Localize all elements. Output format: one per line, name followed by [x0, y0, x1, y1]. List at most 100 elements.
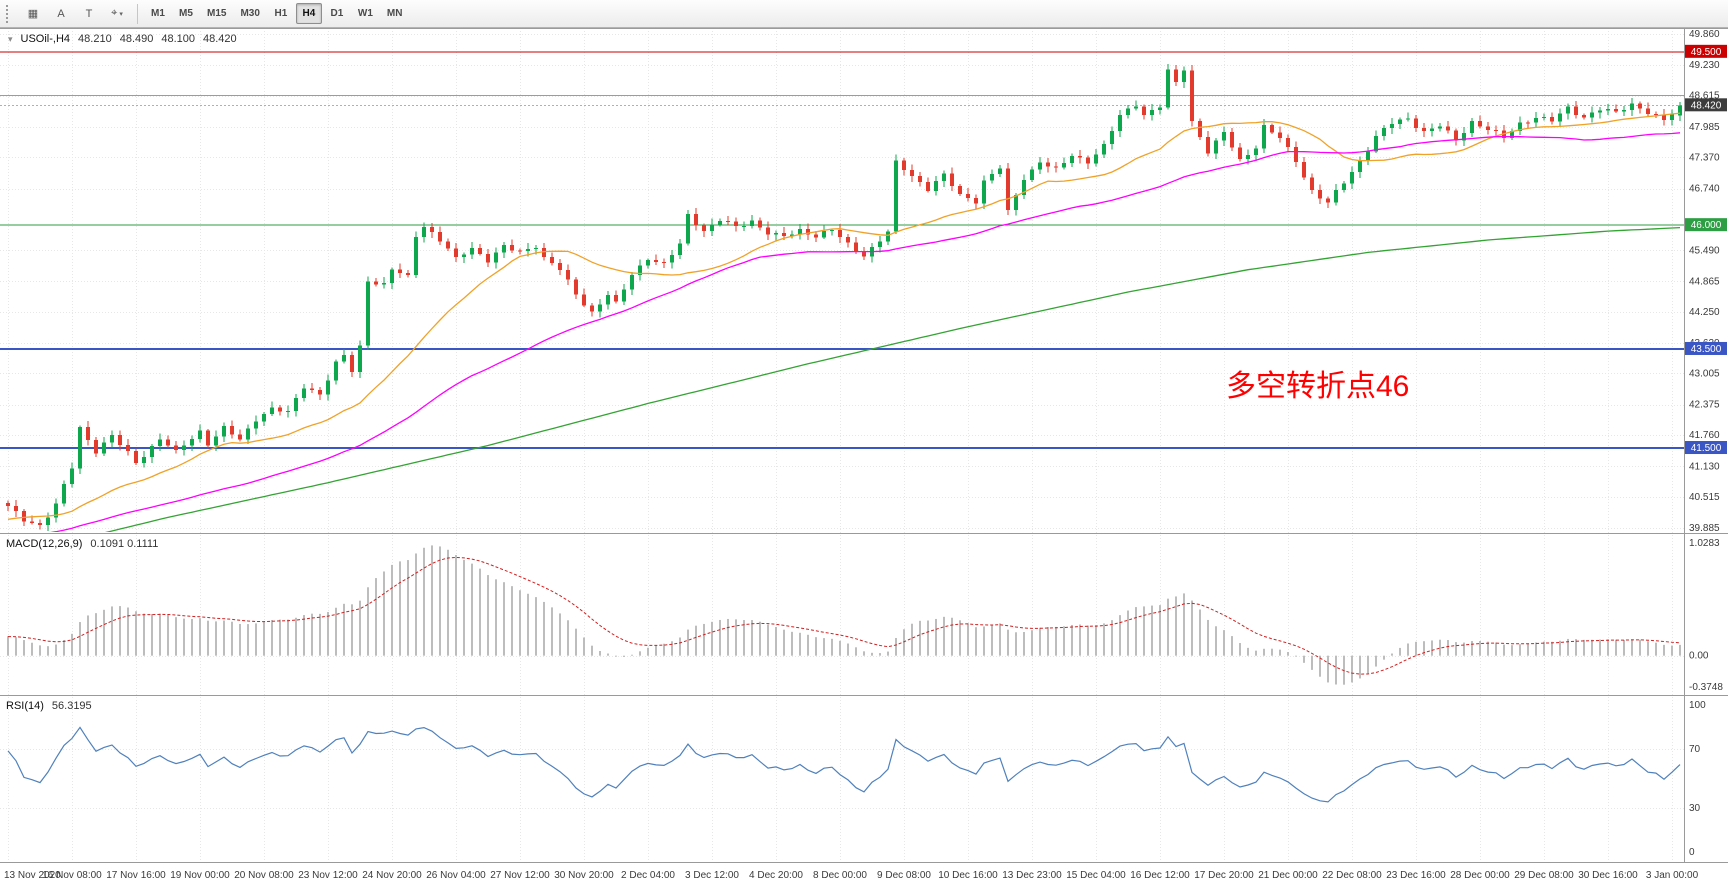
timeframe-d1-button[interactable]: D1 — [324, 3, 350, 24]
rsi-series — [7, 726, 1681, 803]
svg-text:13 Dec 23:00: 13 Dec 23:00 — [1002, 870, 1062, 881]
svg-text:17 Nov 16:00: 17 Nov 16:00 — [106, 870, 166, 881]
price-badge — [1685, 218, 1727, 232]
rsi-panel-canvas[interactable] — [0, 695, 1684, 862]
close-value: 48.420 — [203, 33, 237, 45]
timeframe-m30-button[interactable]: M30 — [234, 3, 265, 24]
one-click-trading-toggle[interactable]: ▾ — [8, 34, 13, 44]
svg-text:-0.3748: -0.3748 — [1689, 682, 1723, 693]
svg-text:21 Dec 00:00: 21 Dec 00:00 — [1258, 870, 1318, 881]
chart-header: ▾ USOil-,H4 48.210 48.490 48.100 48.420 — [8, 33, 237, 45]
symbol-period-label: USOil-,H4 — [20, 33, 71, 45]
svg-text:44.865: 44.865 — [1689, 276, 1720, 287]
svg-text:15 Dec 04:00: 15 Dec 04:00 — [1066, 870, 1126, 881]
svg-text:22 Dec 08:00: 22 Dec 08:00 — [1322, 870, 1382, 881]
macd-series — [7, 545, 1681, 685]
svg-text:3 Dec 12:00: 3 Dec 12:00 — [685, 870, 739, 881]
svg-text:30 Dec 16:00: 30 Dec 16:00 — [1578, 870, 1638, 881]
svg-text:49.500: 49.500 — [1691, 47, 1722, 58]
svg-text:27 Nov 12:00: 27 Nov 12:00 — [490, 870, 550, 881]
timeframe-mn-button[interactable]: MN — [381, 3, 409, 24]
svg-text:30 Nov 20:00: 30 Nov 20:00 — [554, 870, 614, 881]
svg-text:43.500: 43.500 — [1691, 344, 1722, 355]
svg-text:28 Dec 00:00: 28 Dec 00:00 — [1450, 870, 1510, 881]
svg-text:40.515: 40.515 — [1689, 492, 1720, 503]
price-axis[interactable]: 49.860 49.230 48.615 47.985 47.370 46.740 45.4… — [1685, 29, 1727, 858]
svg-text:41.130: 41.130 — [1689, 461, 1720, 472]
crosshair-tool-icon[interactable]: ⌖ ▾ — [104, 3, 130, 24]
toolbar-separator — [137, 3, 138, 24]
macd-name-label: MACD(12,26,9) — [6, 538, 83, 550]
svg-text:48.615: 48.615 — [1689, 91, 1720, 102]
charts-grid-tool-icon[interactable]: ▦ — [20, 3, 46, 24]
svg-text:44.250: 44.250 — [1689, 307, 1720, 318]
svg-text:16 Dec 12:00: 16 Dec 12:00 — [1130, 870, 1190, 881]
svg-text:26 Nov 04:00: 26 Nov 04:00 — [426, 870, 486, 881]
svg-text:13 Nov 2020: 13 Nov 2020 — [4, 870, 61, 881]
svg-text:43.005: 43.005 — [1689, 368, 1720, 379]
text-tool-icon[interactable]: T — [76, 3, 102, 24]
macd-indicator-header: MACD(12,26,9) 0.1091 0.1111 — [6, 538, 158, 550]
svg-text:10 Dec 16:00: 10 Dec 16:00 — [938, 870, 998, 881]
svg-text:4 Dec 20:00: 4 Dec 20:00 — [749, 870, 803, 881]
horizontal-level-lines — [0, 51, 1684, 450]
price-badge — [1685, 441, 1727, 455]
timeframe-h1-button[interactable]: H1 — [268, 3, 294, 24]
svg-text:47.985: 47.985 — [1689, 122, 1720, 133]
rsi-value-label: 56.3195 — [51, 700, 92, 712]
svg-text:1.0283: 1.0283 — [1689, 538, 1720, 549]
ma-slow-line — [104, 226, 1681, 532]
ma-mid-line — [50, 132, 1681, 532]
moving-averages — [7, 112, 1681, 532]
svg-text:9 Dec 08:00: 9 Dec 08:00 — [877, 870, 931, 881]
svg-text:100: 100 — [1689, 700, 1706, 711]
timeframe-h4-button[interactable]: H4 — [295, 3, 322, 24]
svg-text:19 Nov 00:00: 19 Nov 00:00 — [170, 870, 230, 881]
svg-text:0.00: 0.00 — [1689, 651, 1709, 662]
timeframe-m5-button[interactable]: M5 — [173, 3, 199, 24]
main-chart-canvas[interactable] — [0, 28, 1684, 533]
text-label-tool-icon[interactable]: A — [48, 3, 74, 24]
low-value: 48.100 — [161, 33, 196, 45]
toolbar-drag-handle[interactable] — [6, 4, 12, 23]
svg-text:16 Nov 08:00: 16 Nov 08:00 — [42, 870, 102, 881]
svg-text:24 Nov 20:00: 24 Nov 20:00 — [362, 870, 422, 881]
svg-text:3 Jan 00:00: 3 Jan 00:00 — [1646, 870, 1699, 881]
macd-values-label: 0.1091 0.1111 — [90, 538, 159, 550]
svg-text:45.490: 45.490 — [1689, 245, 1720, 256]
macd-panel-canvas[interactable] — [0, 533, 1684, 695]
price-badge — [1685, 98, 1727, 112]
timeframe-m15-button[interactable]: M15 — [201, 3, 232, 24]
svg-text:48.420: 48.420 — [1691, 100, 1722, 111]
drawing-tools-group: ▦ A T ⌖ ▾ — [19, 3, 131, 24]
chart-annotation-text: 多空转折点46 — [1226, 370, 1410, 403]
svg-text:30: 30 — [1689, 803, 1701, 814]
timeframes-group: M1 M5 M15 M30 H1 H4 D1 W1 MN — [144, 3, 409, 24]
ma-fast-line — [7, 112, 1681, 520]
svg-text:2 Dec 04:00: 2 Dec 04:00 — [621, 870, 675, 881]
rsi-line — [7, 726, 1681, 803]
svg-text:20 Nov 08:00: 20 Nov 08:00 — [234, 870, 294, 881]
svg-text:70: 70 — [1689, 744, 1701, 755]
rsi-indicator-header: RSI(14) 56.3195 — [6, 700, 92, 712]
timeframe-w1-button[interactable]: W1 — [352, 3, 379, 24]
rsi-name-label: RSI(14) — [6, 700, 44, 712]
svg-text:47.370: 47.370 — [1689, 152, 1720, 163]
candlestick-series — [5, 64, 1683, 531]
svg-text:42.375: 42.375 — [1689, 400, 1720, 411]
svg-text:39.885: 39.885 — [1689, 523, 1720, 534]
svg-text:23 Nov 12:00: 23 Nov 12:00 — [298, 870, 358, 881]
svg-text:46.740: 46.740 — [1689, 184, 1720, 195]
price-badge — [1685, 341, 1727, 355]
toolbar: ▦ A T ⌖ ▾ M1 M5 M15 M30 H1 H4 D1 W1 MN — [0, 0, 1728, 28]
high-value: 48.490 — [119, 33, 154, 45]
panel-borders — [0, 28, 1728, 863]
macd-signal-line — [7, 556, 1681, 675]
svg-text:8 Dec 00:00: 8 Dec 00:00 — [813, 870, 867, 881]
svg-text:23 Dec 16:00: 23 Dec 16:00 — [1386, 870, 1446, 881]
timeframe-m1-button[interactable]: M1 — [145, 3, 171, 24]
